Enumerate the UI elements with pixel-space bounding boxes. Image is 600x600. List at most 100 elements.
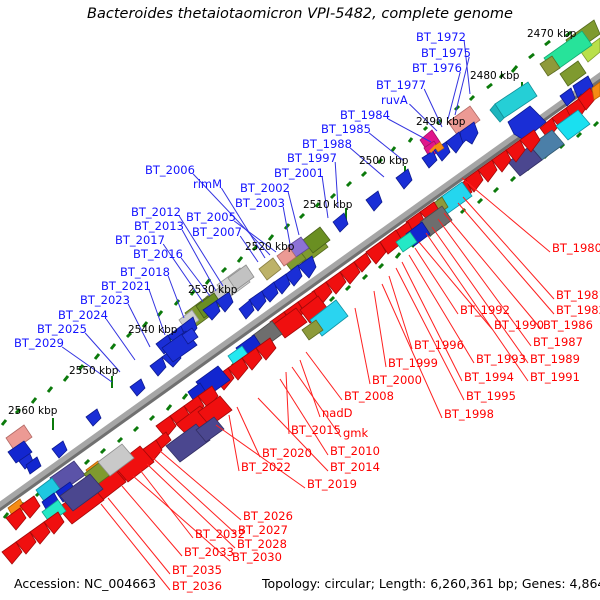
gene-label[interactable]: BT_1976 <box>412 61 462 75</box>
gene-label[interactable]: BT_2032 <box>195 527 245 541</box>
gene-label[interactable]: BT_1982 <box>556 303 600 317</box>
gene-label[interactable]: BT_2012 <box>131 205 181 219</box>
gene-label[interactable]: BT_1994 <box>464 370 514 384</box>
ruler-tick-label: 2470 kbp <box>527 28 577 40</box>
gene-label[interactable]: BT_2000 <box>372 373 422 387</box>
gene-label[interactable]: BT_1984 <box>340 108 390 122</box>
gene-label[interactable]: BT_2030 <box>232 550 282 564</box>
gene-label[interactable]: BT_2007 <box>192 225 242 239</box>
gene-label[interactable]: BT_1992 <box>460 303 510 317</box>
gene-label[interactable]: BT_2003 <box>235 196 285 210</box>
gene-label[interactable]: BT_1991 <box>530 370 580 384</box>
gene-label[interactable]: BT_2025 <box>37 322 87 336</box>
label-leader-line <box>167 275 185 319</box>
gene-label[interactable]: BT_1988 <box>302 137 352 151</box>
gene-label[interactable]: BT_2026 <box>243 509 293 523</box>
gene-label[interactable]: BT_2016 <box>133 247 183 261</box>
label-leader-line <box>279 378 329 456</box>
accession-text: Accession: NC_004663 <box>14 576 157 591</box>
gene-label[interactable]: BT_2024 <box>58 308 108 322</box>
genome-stats-text: Topology: circular; Length: 6,260,361 bp… <box>262 576 600 591</box>
ruler-tick-label: 2550 kbp <box>69 365 119 377</box>
gene-label[interactable]: BT_1999 <box>388 356 438 370</box>
gene-label[interactable]: BT_2001 <box>274 166 324 180</box>
label-leader-line <box>368 132 405 162</box>
ruler-tick-label: 2480 kbp <box>470 70 520 82</box>
gene-label[interactable]: BT_1986 <box>543 318 593 332</box>
gene-label[interactable]: BT_2014 <box>330 460 380 474</box>
gene-label[interactable]: BT_2008 <box>344 389 394 403</box>
gene-label[interactable]: BT_1989 <box>530 352 580 366</box>
gene-label[interactable]: gmk <box>343 426 369 440</box>
gene-label[interactable]: BT_2019 <box>307 477 357 491</box>
gene-label[interactable]: BT_2029 <box>14 336 64 350</box>
ruler-tick-label: 2490 kbp <box>416 116 466 128</box>
label-leader-line <box>220 187 266 259</box>
gene-label[interactable]: BT_2035 <box>172 563 222 577</box>
gene-label[interactable]: BT_2017 <box>115 233 165 247</box>
label-leader-line <box>159 450 242 521</box>
gene-label[interactable]: BT_2021 <box>101 279 151 293</box>
label-leader-line <box>100 503 171 591</box>
gene-label[interactable]: BT_1981 <box>556 288 600 302</box>
label-leader-line <box>418 241 493 330</box>
gc-tick-marks-upper <box>0 30 572 426</box>
label-leader-line <box>431 226 529 364</box>
gene-label[interactable]: rimM <box>193 177 223 191</box>
ruler-tick-label: 2500 kbp <box>359 155 409 167</box>
label-leader-line <box>423 88 443 128</box>
ruler-tick-label: 2510 kbp <box>303 199 353 211</box>
label-leader-line <box>373 290 387 368</box>
label-leader-line <box>152 457 237 535</box>
reverse-label-leader-lines <box>100 177 555 591</box>
gene-label[interactable]: BT_2018 <box>120 265 170 279</box>
label-leader-line <box>127 303 151 348</box>
gene-label[interactable]: BT_2005 <box>186 210 236 224</box>
label-leader-line <box>457 202 555 315</box>
gene-label[interactable]: BT_2036 <box>172 579 222 593</box>
label-leader-line <box>236 406 261 458</box>
label-leader-line <box>401 261 463 382</box>
gene-label[interactable]: BT_1993 <box>476 352 526 366</box>
gene-label[interactable]: BT_2002 <box>240 181 290 195</box>
label-leader-line <box>215 424 306 489</box>
gene-label[interactable]: BT_2015 <box>291 423 341 437</box>
gene-label[interactable]: BT_2028 <box>237 537 287 551</box>
gene-label[interactable]: BT_1997 <box>287 151 337 165</box>
label-leader-line <box>148 289 166 336</box>
gene-label[interactable]: ruvA <box>381 93 408 107</box>
gene-label[interactable]: nadD <box>322 406 353 420</box>
label-leader-line <box>447 71 461 120</box>
label-leader-line <box>282 206 291 245</box>
gene-label[interactable]: BT_1995 <box>466 389 516 403</box>
ruler-tick-label: 2530 kbp <box>188 284 238 296</box>
label-leader-line <box>239 235 259 263</box>
gene-label[interactable]: BT_2033 <box>184 545 234 559</box>
ruler-tick-label: 2520 kbp <box>245 241 295 253</box>
gene-label[interactable]: BT_1987 <box>533 335 583 349</box>
label-leader-line <box>105 318 136 361</box>
gene-label[interactable]: BT_2022 <box>241 460 291 474</box>
gene-label[interactable]: BT_1972 <box>416 30 466 44</box>
gene-label[interactable]: BT_2020 <box>262 446 312 460</box>
label-leader-line <box>291 366 342 438</box>
gene-label[interactable]: BT_2013 <box>134 219 184 233</box>
label-leader-line <box>121 485 183 557</box>
label-leader-line <box>192 173 271 256</box>
page-title: Bacteroides thetaiotaomicron VPI-5482, c… <box>87 6 513 22</box>
gene-label[interactable]: BT_1980 <box>552 241 600 255</box>
label-leader-line <box>180 257 211 297</box>
gene-label[interactable]: BT_1975 <box>421 46 471 60</box>
label-leader-line <box>354 307 371 385</box>
gene-label[interactable]: BT_1996 <box>414 338 464 352</box>
gene-label[interactable]: BT_2006 <box>145 163 195 177</box>
gene-label[interactable]: BT_2027 <box>238 523 288 537</box>
gene-label[interactable]: BT_1998 <box>444 407 494 421</box>
gene-label[interactable]: BT_2023 <box>80 293 130 307</box>
gene-label[interactable]: BT_2010 <box>330 444 380 458</box>
gene-label[interactable]: BT_1977 <box>376 78 426 92</box>
gene-label[interactable]: BT_1985 <box>321 122 371 136</box>
gene-label[interactable]: BT_1990 <box>494 318 544 332</box>
